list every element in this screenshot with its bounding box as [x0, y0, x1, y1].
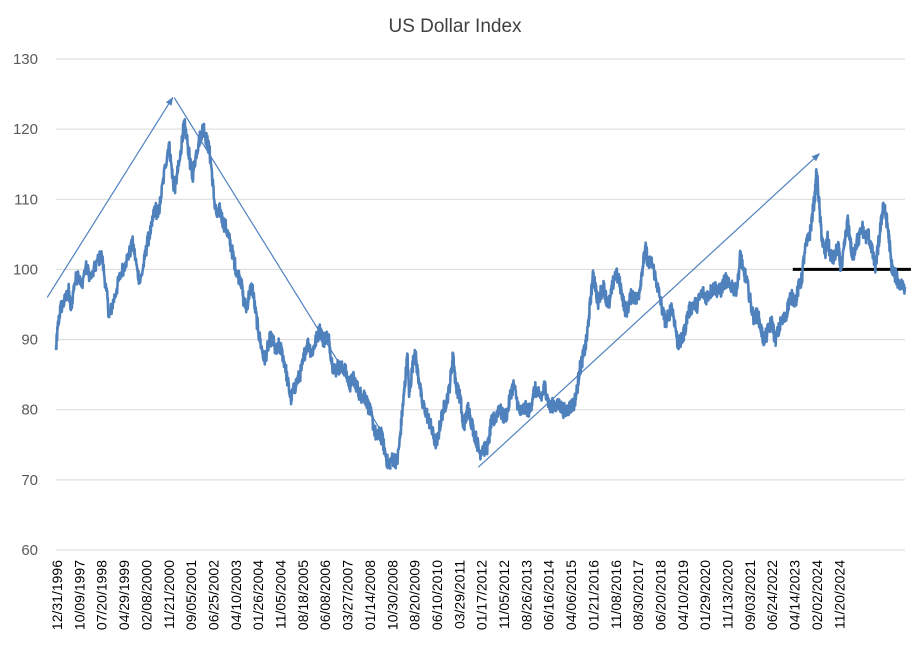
- x-tick-label: 11/20/2024: [831, 560, 847, 629]
- x-tick-label: 01/21/2016: [585, 560, 601, 630]
- x-tick-label: 11/13/2020: [720, 560, 736, 629]
- x-tick-label: 04/10/2019: [675, 560, 691, 630]
- x-tick-label: 03/29/2011: [451, 560, 467, 629]
- y-tick-label: 70: [21, 472, 38, 489]
- trend-arrow: [477, 153, 820, 468]
- y-tick-label: 60: [21, 542, 38, 559]
- y-tick-label: 130: [13, 51, 38, 68]
- x-tick-label: 06/08/2006: [317, 560, 333, 630]
- x-tick-label: 04/29/1999: [116, 560, 132, 630]
- x-tick-label: 11/08/2016: [608, 560, 624, 629]
- x-tick-label: 02/02/2024: [809, 560, 825, 630]
- x-tick-label: 06/20/2018: [652, 560, 668, 630]
- y-tick-label: 100: [13, 261, 38, 278]
- trend-arrow: [46, 96, 174, 298]
- x-tick-label: 04/14/2023: [787, 560, 803, 630]
- x-tick-label: 03/27/2007: [340, 560, 356, 630]
- x-tick-label: 01/29/2020: [697, 560, 713, 630]
- x-tick-label: 06/10/2010: [429, 560, 445, 630]
- x-tick-label: 08/30/2017: [630, 560, 646, 630]
- x-tick-label: 04/10/2003: [228, 560, 244, 630]
- y-tick-label: 110: [14, 191, 38, 208]
- x-tick-label: 04/06/2015: [563, 560, 579, 630]
- series-line-us-dollar-index: [54, 118, 907, 470]
- x-tick-label: 11/05/2012: [496, 560, 512, 629]
- y-tick-label: 90: [21, 332, 38, 349]
- x-tick-label: 08/26/2013: [518, 560, 534, 630]
- x-tick-label: 02/08/2000: [138, 560, 154, 630]
- x-tick-label: 06/16/2014: [541, 560, 557, 630]
- x-tick-label: 01/14/2008: [362, 560, 378, 630]
- x-tick-label: 01/26/2004: [250, 560, 266, 630]
- x-tick-label: 07/20/1998: [94, 560, 110, 630]
- x-tick-label: 11/21/2000: [161, 560, 177, 629]
- x-tick-label: 10/30/2008: [384, 560, 400, 630]
- chart-title: US Dollar Index: [388, 16, 522, 37]
- x-tick-label: 01/17/2012: [474, 560, 490, 630]
- x-tick-label: 12/31/1996: [49, 560, 65, 630]
- x-tick-label: 06/24/2022: [764, 560, 780, 630]
- x-tick-label: 08/18/2005: [295, 560, 311, 630]
- x-tick-label: 09/05/2001: [183, 560, 199, 630]
- x-tick-label: 09/03/2021: [742, 560, 758, 630]
- x-tick-label: 06/25/2002: [205, 560, 221, 630]
- x-tick-label: 11/05/2004: [273, 560, 289, 629]
- x-tick-label: 08/20/2009: [407, 560, 423, 630]
- x-tick-label: 10/09/1997: [71, 560, 87, 630]
- y-tick-label: 80: [21, 402, 38, 419]
- y-tick-label: 120: [13, 121, 38, 138]
